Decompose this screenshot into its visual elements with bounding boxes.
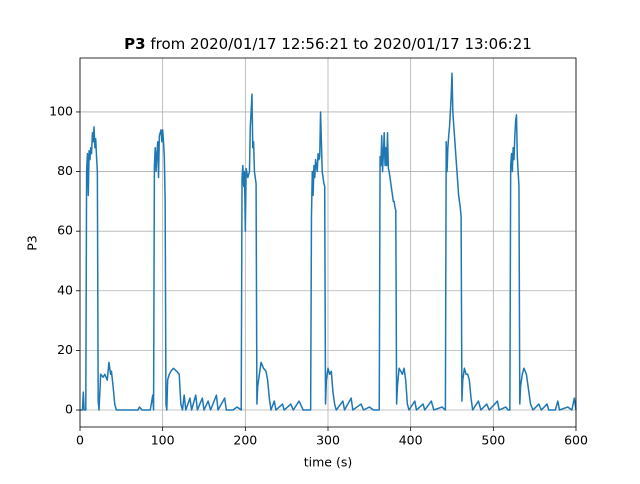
y-tick-label: 20 [57,342,73,357]
x-axis-label: time (s) [304,455,352,470]
data-line [80,72,577,411]
x-tick-label: 500 [481,433,505,448]
x-tick-label: 300 [316,433,340,448]
x-tick-label: 100 [151,433,175,448]
grid [79,58,577,427]
title-bold: P3 [124,35,145,53]
x-tick-label: 400 [399,433,423,448]
plot-area [80,72,577,411]
ticks: 0 100 200 300 400 500 600 0 20 40 60 80 100 [49,103,588,447]
y-tick-label: 80 [57,163,73,178]
chart-title: P3 from 2020/01/17 12:56:21 to 2020/01/1… [124,35,532,53]
y-tick-label: 0 [65,402,73,417]
x-tick-label: 200 [233,433,257,448]
x-tick-label: 600 [564,433,588,448]
x-tick-label: 0 [76,433,84,448]
y-axis-label: P3 [25,235,40,251]
title-rest: from 2020/01/17 12:56:21 to 2020/01/17 1… [150,35,531,53]
y-tick-label: 60 [57,223,73,238]
y-tick-label: 100 [49,103,73,118]
y-tick-label: 40 [57,282,73,297]
